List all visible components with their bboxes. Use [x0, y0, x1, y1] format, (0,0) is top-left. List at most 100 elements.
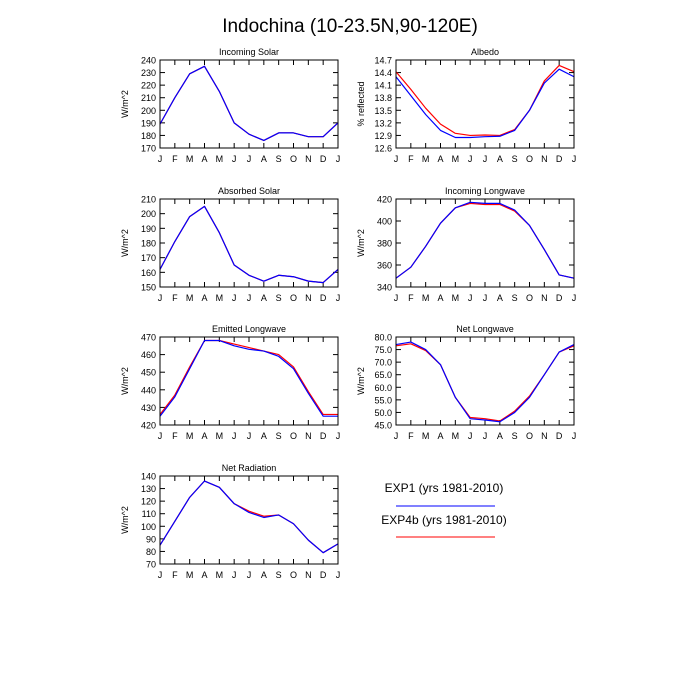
panel-title: Emitted Longwave	[212, 324, 286, 334]
y-tick-label: 12.9	[374, 131, 392, 141]
x-tick-label: M	[452, 293, 460, 303]
panel-title: Net Radiation	[222, 463, 277, 473]
y-tick-label: 180	[141, 239, 156, 249]
x-tick-label: M	[452, 431, 460, 441]
chart-panel: Albedo % reflected 12.6 12.9 13.2 13.5 13.8 14.…	[356, 47, 576, 164]
x-tick-label: J	[247, 293, 252, 303]
x-tick-label: F	[408, 154, 414, 164]
y-tick-label: 140	[141, 472, 156, 482]
series-line-exp1	[159, 480, 339, 554]
x-tick-label: A	[201, 293, 207, 303]
series-line-exp1	[159, 205, 339, 284]
panels: Incoming Solar W/m^2 170 180 190 200 210 220 230…	[120, 47, 576, 580]
y-tick-label: 200	[141, 106, 156, 116]
chart-panel: Incoming Solar W/m^2 170 180 190 200 210 220 230…	[120, 47, 340, 164]
panel-title: Incoming Longwave	[445, 186, 525, 196]
y-tick-label: 13.2	[374, 118, 392, 128]
x-tick-label: J	[158, 154, 163, 164]
y-tick-label: 360	[377, 261, 392, 271]
y-tick-label: 400	[377, 217, 392, 227]
y-tick-label: 110	[142, 509, 156, 519]
x-tick-label: A	[201, 570, 207, 580]
x-tick-label: M	[216, 431, 224, 441]
y-tick-label: 70.0	[374, 358, 392, 368]
y-tick-label: 450	[141, 368, 156, 378]
y-tick-label: 200	[141, 209, 156, 219]
plot-frame	[395, 198, 575, 288]
y-tick-label: 420	[141, 421, 156, 431]
y-tick-label: 70	[146, 560, 156, 570]
y-axis-label: W/m^2	[120, 229, 130, 257]
y-tick-label: 170	[141, 253, 156, 263]
x-tick-label: S	[276, 431, 282, 441]
x-tick-label: J	[572, 431, 577, 441]
x-tick-label: A	[437, 293, 443, 303]
x-tick-label: M	[422, 154, 430, 164]
y-axis-label: W/m^2	[120, 367, 130, 395]
x-tick-label: M	[186, 431, 194, 441]
legend-label: EXP4b (yrs 1981-2010)	[381, 513, 506, 527]
y-axis-label: W/m^2	[356, 229, 366, 257]
x-tick-label: M	[216, 154, 224, 164]
y-tick-label: 170	[141, 144, 156, 154]
x-tick-label: A	[201, 154, 207, 164]
series-line-exp1	[395, 68, 575, 139]
x-tick-label: O	[526, 293, 533, 303]
series-line-exp4b	[395, 343, 575, 422]
chart-panel: Net Radiation W/m^2 70 80 90 100 110 120 130 140 J…	[120, 463, 340, 580]
x-tick-label: F	[408, 431, 414, 441]
x-tick-label: J	[468, 154, 473, 164]
legend: EXP1 (yrs 1981-2010) EXP4b (yrs 1981-2010…	[381, 481, 507, 538]
x-tick-label: J	[572, 293, 577, 303]
x-tick-label: J	[572, 154, 577, 164]
x-tick-label: M	[186, 293, 194, 303]
y-tick-label: 100	[141, 522, 156, 532]
plot-frame	[159, 475, 339, 565]
x-tick-label: J	[483, 154, 488, 164]
chart-panel: Absorbed Solar W/m^2 150 160 170 180 190 200 210…	[120, 186, 340, 303]
y-tick-label: 80	[146, 547, 156, 557]
panel-title: Albedo	[471, 47, 499, 57]
x-tick-label: O	[526, 431, 533, 441]
x-tick-label: J	[158, 431, 163, 441]
y-tick-label: 230	[141, 68, 156, 78]
x-tick-label: A	[437, 154, 443, 164]
x-tick-label: S	[512, 431, 518, 441]
y-tick-label: 65.0	[374, 370, 392, 380]
x-tick-label: S	[276, 570, 282, 580]
x-tick-label: J	[336, 431, 341, 441]
y-tick-label: 14.1	[374, 81, 392, 91]
y-tick-label: 60.0	[374, 383, 392, 393]
plot-frame	[395, 59, 575, 149]
legend-label: EXP1 (yrs 1981-2010)	[385, 481, 504, 495]
figure-title: Indochina (10-23.5N,90-120E)	[222, 16, 478, 37]
x-tick-label: N	[541, 431, 548, 441]
y-tick-label: 340	[377, 283, 392, 293]
x-tick-label: J	[483, 431, 488, 441]
x-tick-label: A	[261, 570, 267, 580]
y-tick-label: 45.0	[374, 421, 392, 431]
x-tick-label: J	[394, 431, 399, 441]
x-tick-label: S	[512, 293, 518, 303]
x-tick-label: D	[556, 431, 563, 441]
x-tick-label: S	[276, 154, 282, 164]
y-tick-label: 180	[141, 131, 156, 141]
x-tick-label: J	[336, 293, 341, 303]
series-line-exp4b	[159, 65, 339, 142]
y-tick-label: 460	[141, 350, 156, 360]
y-tick-label: 14.4	[374, 68, 392, 78]
x-tick-label: D	[320, 570, 327, 580]
x-tick-label: A	[261, 431, 267, 441]
x-tick-label: A	[261, 293, 267, 303]
y-tick-label: 210	[141, 93, 156, 103]
x-tick-label: S	[512, 154, 518, 164]
y-tick-label: 220	[141, 81, 156, 91]
y-tick-label: 210	[141, 195, 156, 205]
y-tick-label: 90	[146, 534, 156, 544]
x-tick-label: F	[408, 293, 414, 303]
x-tick-label: F	[172, 154, 178, 164]
x-tick-label: O	[290, 154, 297, 164]
x-tick-label: J	[336, 570, 341, 580]
x-tick-label: J	[232, 570, 237, 580]
